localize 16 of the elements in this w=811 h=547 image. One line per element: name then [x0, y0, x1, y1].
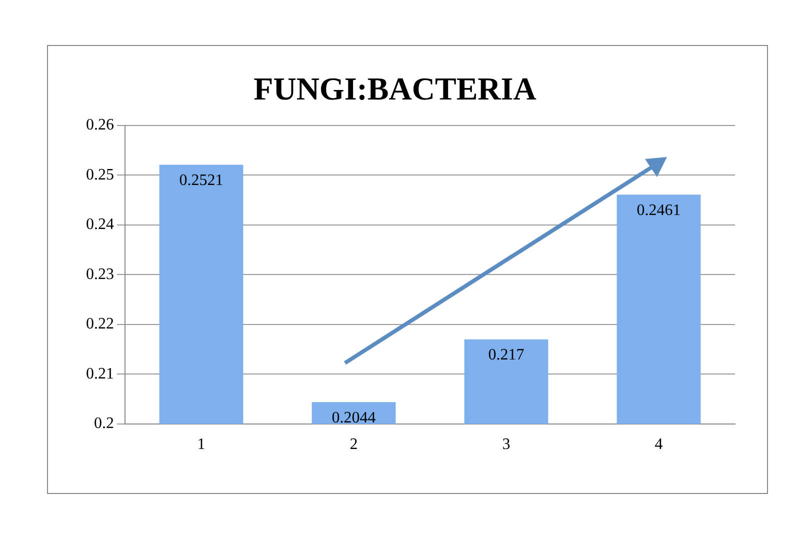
data-label: 0.2461: [636, 202, 681, 219]
y-tick-label: 0.24: [86, 216, 114, 234]
y-tick-label: 0.21: [86, 365, 114, 382]
y-tick-label: 0.25: [86, 166, 114, 184]
chart-title: FUNGI:BACTERIA: [254, 70, 536, 106]
data-label: 0.2044: [332, 409, 376, 426]
x-tick-label: 1: [197, 436, 206, 453]
x-tick-label: 4: [654, 436, 663, 453]
data-label: 0.2521: [179, 172, 224, 189]
y-tick-label: 0.22: [86, 316, 114, 333]
x-tick-label: 3: [502, 436, 510, 453]
y-tick-label: 0.23: [86, 266, 114, 283]
y-tick-label: 0.26: [86, 116, 114, 134]
x-tick-label: 2: [350, 436, 358, 453]
data-label: 0.217: [488, 346, 524, 364]
y-tick-label: 0.2: [94, 415, 114, 432]
